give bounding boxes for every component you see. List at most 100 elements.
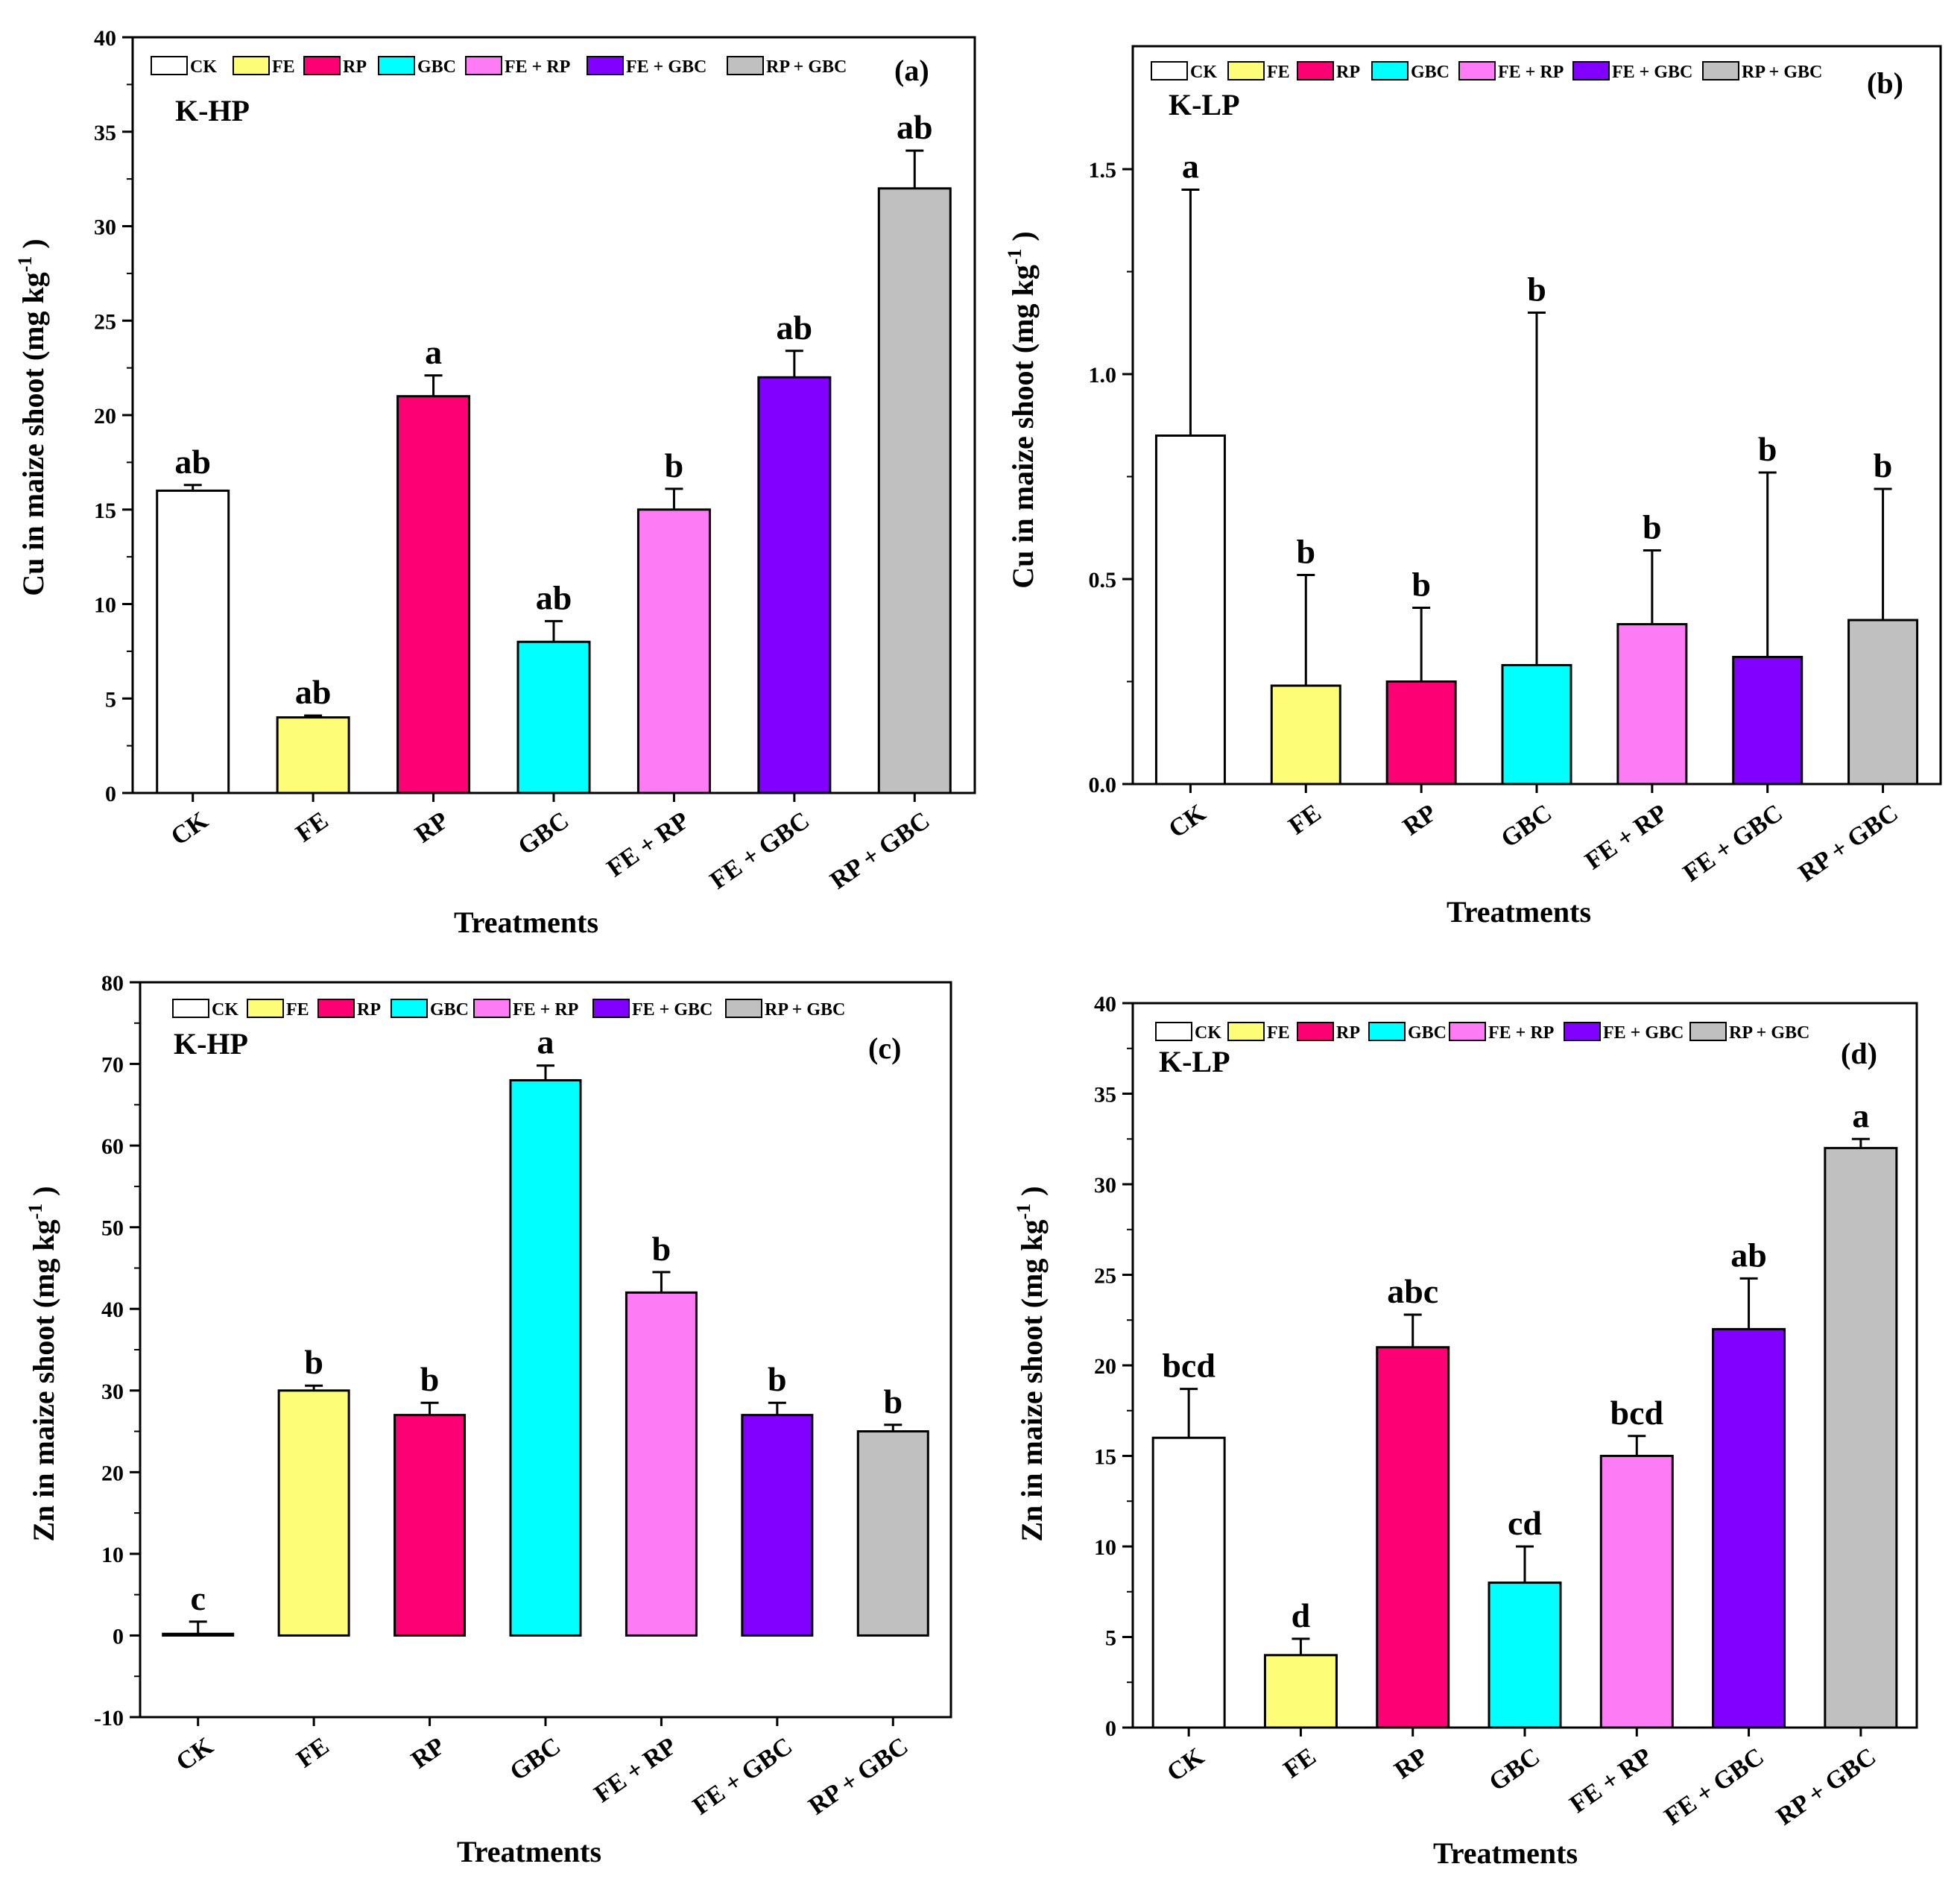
legend-label-c-3: GBC xyxy=(430,1000,469,1020)
y-axis-label-sup-a: -1 xyxy=(14,256,36,273)
y-axis-label-c: Zn in maize shoot (mg kg-1 ) xyxy=(25,1186,60,1541)
legend-label-d-2: RP xyxy=(1336,1023,1360,1043)
y-tick-label-b-0: 0.0 xyxy=(1089,773,1117,797)
y-axis-label-main-b: Cu in maize shoot (mg kg xyxy=(1006,265,1040,588)
y-tick-label-d-1: 5 xyxy=(1105,1626,1116,1651)
sig-letter-a-1: ab xyxy=(295,673,332,711)
legend-swatch-d-5 xyxy=(1564,1022,1601,1041)
y-tick-label-c-7: 60 xyxy=(101,1134,124,1159)
legend-label-b-4: FE + RP xyxy=(1498,63,1564,82)
bar-a-4 xyxy=(636,508,711,794)
legend-label-c-4: FE + RP xyxy=(513,1000,578,1020)
y-tick-label-a-1: 5 xyxy=(105,687,116,712)
legend-label-d-0: CK xyxy=(1195,1023,1221,1043)
legend-label-d-5: FE + GBC xyxy=(1603,1023,1684,1043)
legend-label-a-0: CK xyxy=(190,57,217,77)
y-tick-label-c-6: 50 xyxy=(101,1216,124,1241)
legend-label-b-0: CK xyxy=(1190,63,1217,82)
y-tick-label-a-7: 35 xyxy=(94,121,116,145)
y-axis-label-close-c: ) xyxy=(27,1186,60,1203)
sig-letter-c-6: b xyxy=(883,1382,902,1421)
sig-letter-b-5: b xyxy=(1758,430,1777,468)
y-tick-label-a-4: 20 xyxy=(94,404,116,429)
legend-label-a-5: FE + GBC xyxy=(626,57,706,77)
y-tick-label-c-2: 10 xyxy=(101,1543,124,1567)
y-axis-label-close-a: ) xyxy=(16,238,50,256)
y-tick-label-d-7: 35 xyxy=(1094,1083,1116,1107)
y-tick-label-b-3: 1.5 xyxy=(1089,158,1117,183)
y-tick-label-d-8: 40 xyxy=(1094,992,1116,1017)
site-label-b: K-LP xyxy=(1169,88,1240,121)
legend-swatch-c-6 xyxy=(725,999,762,1018)
y-tick-label-c-1: 0 xyxy=(113,1624,124,1649)
y-tick-label-d-4: 20 xyxy=(1094,1354,1116,1379)
y-tick-label-b-1: 0.5 xyxy=(1089,568,1117,592)
sig-letter-d-5: ab xyxy=(1730,1236,1767,1274)
sig-letter-c-5: b xyxy=(768,1360,787,1398)
sig-letter-c-1: b xyxy=(304,1343,323,1381)
legend-label-c-2: RP xyxy=(357,1000,381,1020)
legend-label-b-1: FE xyxy=(1267,63,1290,82)
site-label-a: K-HP xyxy=(175,94,250,127)
sig-letter-b-3: b xyxy=(1527,271,1546,309)
legend-swatch-d-1 xyxy=(1227,1022,1265,1041)
sig-letter-b-2: b xyxy=(1411,566,1431,604)
sig-letter-b-4: b xyxy=(1643,508,1662,546)
x-axis-label-a: Treatments xyxy=(454,906,598,939)
sig-letter-a-4: b xyxy=(665,446,684,484)
bar-d-6 xyxy=(1824,1146,1898,1729)
bar-b-1 xyxy=(1270,684,1341,786)
sig-letter-d-1: d xyxy=(1292,1596,1311,1634)
sig-letter-d-4: bcd xyxy=(1610,1394,1663,1432)
sig-letter-c-2: b xyxy=(420,1360,440,1398)
panel-label-b: (b) xyxy=(1867,66,1903,100)
y-axis-label-a: Cu in maize shoot (mg kg-1 ) xyxy=(14,238,50,595)
bar-c-5 xyxy=(741,1414,814,1637)
legend-label-a-2: RP xyxy=(343,57,367,77)
legend-swatch-c-1 xyxy=(247,999,284,1018)
legend-label-a-6: RP + GBC xyxy=(766,57,847,77)
legend-swatch-c-5 xyxy=(592,999,630,1018)
sig-letter-b-1: b xyxy=(1296,533,1315,571)
bar-c-4 xyxy=(625,1291,698,1637)
sig-letter-a-6: ab xyxy=(897,108,933,146)
bar-b-6 xyxy=(1847,619,1919,786)
bar-b-5 xyxy=(1732,656,1803,786)
y-axis-label-close-b: ) xyxy=(1006,231,1040,248)
y-tick-label-a-5: 25 xyxy=(94,309,116,334)
legend-swatch-d-4 xyxy=(1449,1022,1486,1041)
legend-swatch-d-3 xyxy=(1368,1022,1406,1041)
legend-label-c-6: RP + GBC xyxy=(765,1000,845,1020)
sig-letter-d-2: abc xyxy=(1387,1272,1438,1310)
y-tick-label-b-2: 1.0 xyxy=(1089,363,1117,388)
sig-letter-a-2: a xyxy=(425,333,442,371)
bar-b-3 xyxy=(1501,664,1572,786)
y-tick-label-d-3: 15 xyxy=(1094,1445,1116,1470)
sig-letter-d-6: a xyxy=(1852,1096,1869,1134)
sig-letter-c-4: b xyxy=(652,1230,671,1268)
sig-letter-c-0: c xyxy=(191,1579,206,1617)
y-tick-label-d-2: 10 xyxy=(1094,1535,1116,1560)
sig-letter-b-6: b xyxy=(1874,446,1893,484)
y-tick-label-d-6: 30 xyxy=(1094,1173,1116,1198)
sig-letter-a-5: ab xyxy=(777,309,813,347)
legend-swatch-d-2 xyxy=(1297,1022,1334,1041)
bar-d-4 xyxy=(1599,1455,1674,1729)
bar-c-1 xyxy=(277,1389,350,1637)
bar-b-0 xyxy=(1154,434,1226,786)
site-label-d: K-LP xyxy=(1159,1045,1230,1078)
panel-d-frame xyxy=(990,955,1954,1890)
bar-a-5 xyxy=(757,376,832,794)
legend-swatch-a-3 xyxy=(378,56,415,75)
bar-b-2 xyxy=(1385,680,1457,786)
y-tick-label-a-0: 0 xyxy=(105,782,116,806)
legend-swatch-c-4 xyxy=(473,999,510,1018)
bar-c-2 xyxy=(393,1414,467,1637)
legend-label-a-1: FE xyxy=(272,57,295,77)
legend-label-a-3: GBC xyxy=(417,57,456,77)
legend-swatch-d-0 xyxy=(1155,1022,1192,1041)
legend-label-d-6: RP + GBC xyxy=(1729,1023,1809,1043)
y-axis-label-main-a: Cu in maize shoot (mg kg xyxy=(16,272,50,595)
bar-d-0 xyxy=(1151,1436,1226,1729)
